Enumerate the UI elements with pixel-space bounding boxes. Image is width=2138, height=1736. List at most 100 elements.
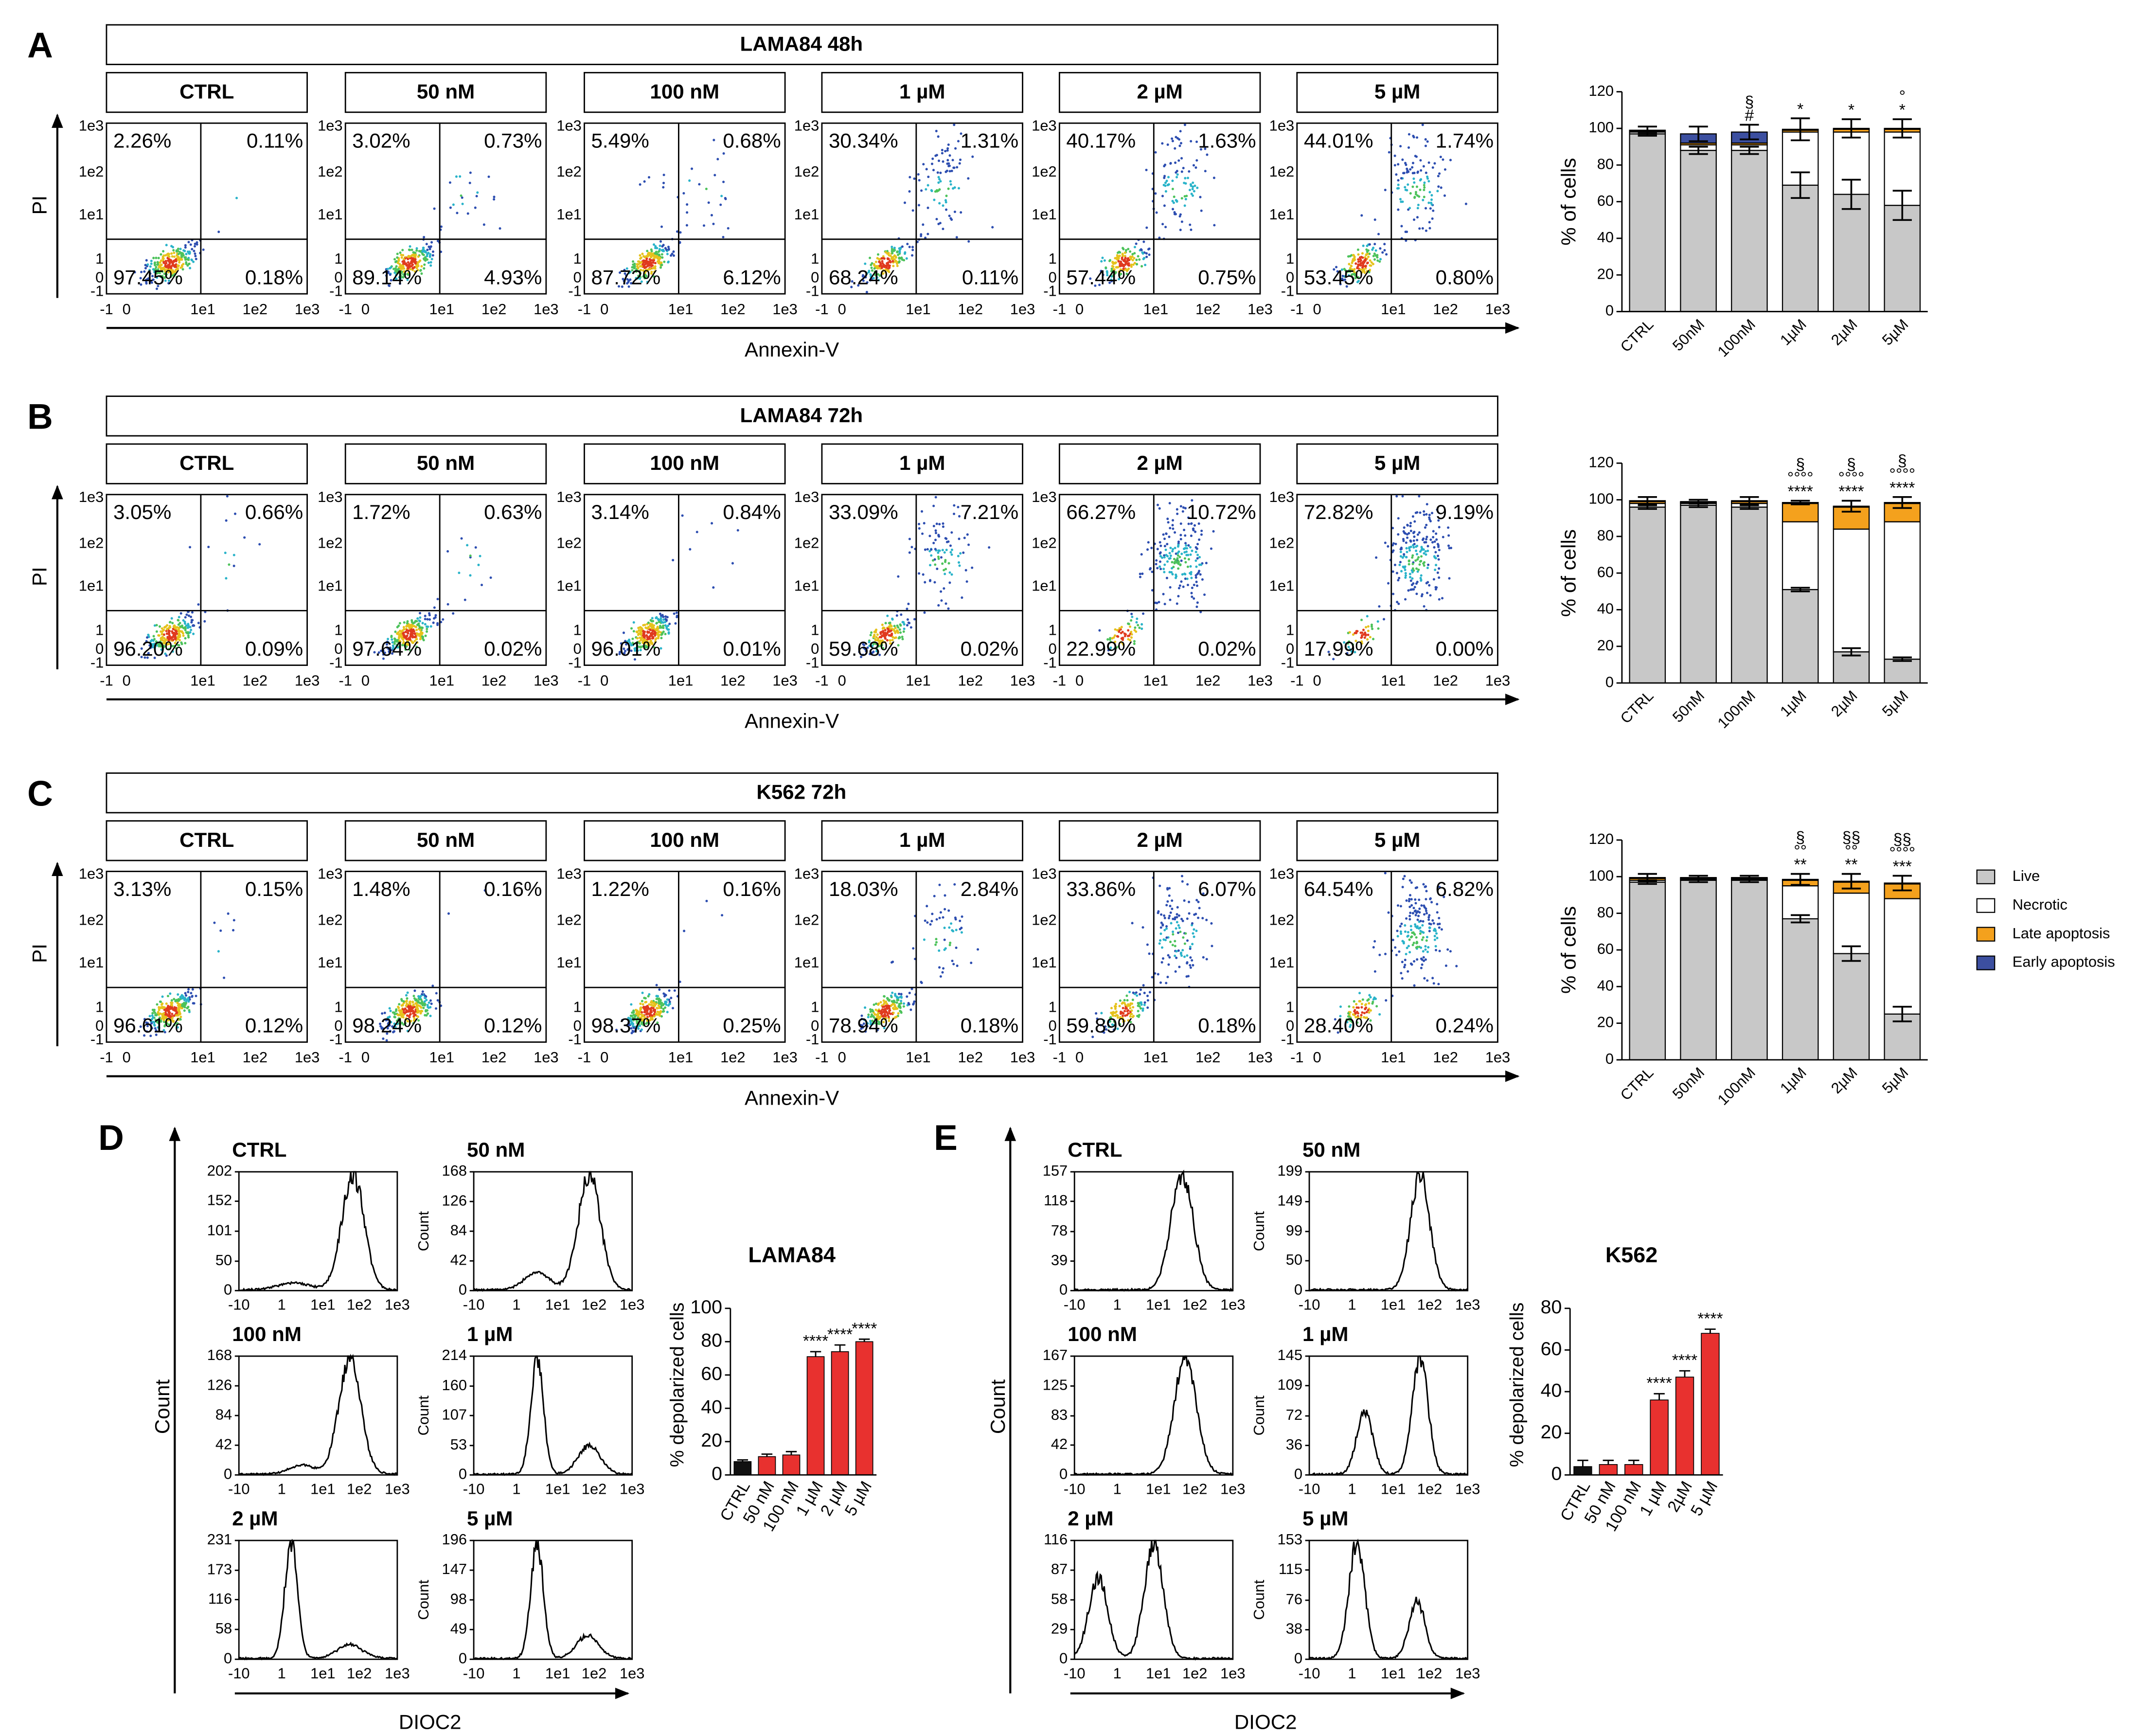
cell-dot <box>192 632 195 635</box>
bar-segment <box>1884 205 1921 312</box>
x-tick-label: -1 <box>100 301 113 318</box>
cell-dot <box>171 1007 174 1010</box>
cell-dot <box>638 629 641 632</box>
cell-dot <box>1176 176 1178 179</box>
cell-dot <box>937 160 941 162</box>
cell-dot <box>951 159 954 161</box>
cell-dot <box>1186 565 1189 568</box>
x-tick-label: 1e1 <box>668 1049 694 1066</box>
quadrant-label: 0.11% <box>962 266 1018 288</box>
cell-dot <box>953 504 956 507</box>
y-tick-label: 1e1 <box>794 954 820 971</box>
x-tick-label: 0 <box>600 301 608 318</box>
quadrant-label: 0.25% <box>723 1014 781 1037</box>
cell-dot <box>163 272 166 275</box>
cell-dot <box>1354 262 1357 265</box>
significance-mark: * <box>1797 100 1803 118</box>
cell-dot <box>950 548 953 551</box>
cell-dot <box>659 244 661 247</box>
cell-dot <box>887 251 890 254</box>
cell-dot <box>647 176 651 179</box>
cell-dot <box>1360 214 1363 217</box>
cell-dot <box>184 256 187 259</box>
bar-segment <box>1884 521 1921 660</box>
cell-dot <box>1351 261 1354 264</box>
cell-dot <box>662 244 665 247</box>
cell-dot <box>1122 259 1125 262</box>
cell-dot <box>935 918 938 921</box>
cell-dot <box>1172 933 1175 936</box>
cell-dot <box>1185 975 1188 978</box>
cell-dot <box>1180 580 1183 583</box>
cell-dot <box>1194 576 1197 579</box>
cell-dot <box>184 616 187 619</box>
cell-dot <box>881 262 884 265</box>
cell-dot <box>1419 550 1422 553</box>
cell-dot <box>938 883 941 886</box>
cell-dot <box>1183 942 1186 945</box>
cell-dot <box>1168 914 1171 917</box>
cell-dot <box>1155 563 1158 566</box>
quadrant-label: 59.68% <box>829 637 898 660</box>
cell-dot <box>955 236 958 239</box>
cell-dot <box>650 250 653 252</box>
cell-dot <box>1156 548 1159 551</box>
x-tick-label: 1e1 <box>190 672 215 689</box>
y-tick-label: 1 <box>811 998 819 1015</box>
cell-dot <box>1408 532 1410 535</box>
cell-dot <box>414 255 417 258</box>
cell-dot <box>1194 551 1197 554</box>
cell-dot <box>178 257 181 260</box>
x-tick-label: 1e3 <box>772 672 798 689</box>
cell-dot <box>1186 577 1189 580</box>
cell-dot <box>1428 227 1431 230</box>
cell-dot <box>1162 938 1165 941</box>
quadrant-label: 87.72% <box>591 266 660 288</box>
cell-dot <box>1196 601 1199 604</box>
cell-dot <box>637 626 640 629</box>
cell-dot <box>908 190 911 193</box>
cell-dot <box>1166 555 1169 557</box>
cell-dot <box>1164 548 1167 551</box>
y-axis-label: % of cells <box>1557 529 1580 617</box>
cell-dot <box>906 243 909 246</box>
cell-dot <box>1450 547 1453 550</box>
cell-dot <box>188 252 191 255</box>
cell-dot <box>429 625 432 628</box>
cell-dot <box>885 633 888 636</box>
cell-dot <box>934 563 937 566</box>
cell-dot <box>1138 1005 1141 1008</box>
y-tick-label: -1 <box>329 654 342 671</box>
y-axis-label: PI <box>28 944 51 963</box>
cell-dot <box>1429 207 1432 210</box>
quadrant-label: 5.49% <box>591 129 649 152</box>
cell-dot <box>1367 625 1370 628</box>
cell-dot <box>1171 561 1174 564</box>
y-tick-label: 120 <box>1589 453 1614 470</box>
cell-dot <box>1405 163 1408 166</box>
cell-dot <box>146 263 149 266</box>
cell-dot <box>1123 999 1126 1002</box>
cell-dot <box>899 631 902 634</box>
y-tick-label: 1e1 <box>556 577 582 594</box>
cell-dot <box>884 251 887 254</box>
cell-dot <box>1160 913 1163 916</box>
quadrant-label: 96.61% <box>113 1014 183 1037</box>
cell-dot <box>182 249 185 252</box>
cell-dot <box>1420 169 1423 172</box>
cell-dot <box>923 611 926 614</box>
x-tick-label: 1e3 <box>772 1049 798 1066</box>
cell-dot <box>1117 260 1120 263</box>
cell-dot <box>1416 544 1419 547</box>
cell-dot <box>1417 556 1420 559</box>
cell-dot <box>1437 175 1440 178</box>
cell-dot <box>158 1008 160 1011</box>
cell-dot <box>1175 136 1177 139</box>
cell-dot <box>934 529 937 532</box>
x-tick-label: 1µM <box>1777 687 1810 720</box>
cell-dot <box>169 992 172 995</box>
cell-dot <box>412 1004 415 1007</box>
cell-dot <box>944 199 947 202</box>
cell-dot <box>1392 549 1395 552</box>
cell-dot <box>1416 553 1419 555</box>
